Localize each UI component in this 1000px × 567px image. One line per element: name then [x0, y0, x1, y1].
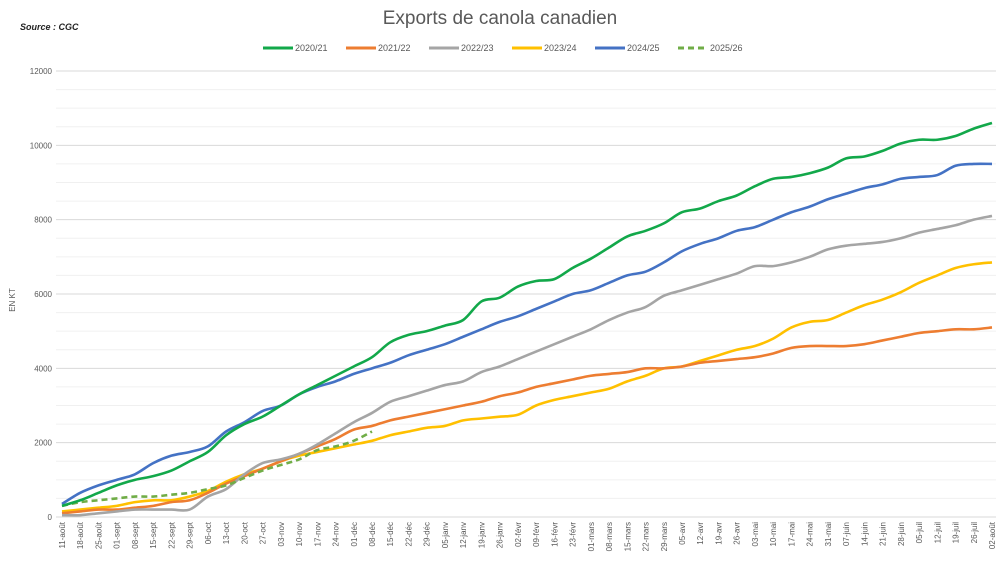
x-tick-label: 05-avr [678, 522, 687, 545]
series-line-2024-25 [61, 162, 993, 506]
x-tick-label: 12-janv [459, 522, 468, 548]
x-tick-label: 24-mai [806, 522, 815, 547]
x-tick-label: 25-août [94, 521, 103, 549]
x-tick-label: 15-mars [623, 522, 632, 551]
y-axis-label: EN KT [8, 288, 17, 312]
x-tick-label: 15-sept [149, 521, 158, 548]
gridlines [56, 70, 996, 518]
x-tick-label: 03-nov [277, 522, 286, 546]
x-tick-label: 14-juin [860, 522, 869, 546]
legend-label: 2023/24 [544, 43, 577, 53]
x-tick-label: 09-févr [532, 522, 541, 547]
x-tick-label: 15-déc [386, 522, 395, 546]
x-tick-label: 28-juin [897, 522, 906, 546]
y-tick-label: 8000 [34, 216, 52, 225]
x-tick-label: 19-avr [714, 522, 723, 545]
x-tick-label: 26-avr [733, 522, 742, 545]
x-tick-label: 02-févr [514, 522, 523, 547]
x-tick-label: 12-juil [933, 522, 942, 544]
x-tick-label: 06-oct [204, 521, 213, 544]
y-tick-label: 12000 [30, 67, 53, 76]
x-tick-label: 31-mai [824, 522, 833, 547]
legend-label: 2024/25 [627, 43, 660, 53]
x-tick-label: 17-nov [313, 522, 322, 546]
x-tick-label: 02-août [988, 521, 997, 549]
x-tick-label: 20-oct [240, 521, 249, 544]
series-line-2022-23 [61, 214, 993, 517]
chart-title: Exports de canola canadien [383, 8, 618, 29]
x-tick-label: 22-mars [642, 522, 651, 551]
x-tick-label: 01-mars [587, 522, 596, 551]
x-tick-label: 08-déc [368, 522, 377, 546]
x-tick-label: 08-sept [131, 521, 140, 548]
legend-label: 2025/26 [710, 43, 743, 53]
x-tick-label: 23-févr [569, 522, 578, 547]
x-tick-label: 19-juil [952, 522, 961, 544]
x-tick-label: 26-juil [970, 522, 979, 544]
x-tick-label: 29-sept [186, 521, 195, 548]
x-tick-label: 13-oct [222, 521, 231, 544]
x-tick-label: 29-mars [660, 522, 669, 551]
x-tick-label: 21-juin [879, 522, 888, 546]
legend-label: 2021/22 [378, 43, 411, 53]
x-axis-ticks: 11-août 18-août 25-août 01-sept 08-sept 15-se… [58, 521, 997, 551]
x-tick-label: 03-mai [751, 522, 760, 547]
y-tick-label: 10000 [30, 141, 53, 150]
x-tick-label: 11-août [58, 521, 67, 548]
y-tick-label: 4000 [34, 364, 52, 373]
x-tick-label: 16-févr [550, 522, 559, 547]
x-tick-label: 12-avr [696, 522, 705, 545]
series-line-2021-22 [61, 326, 993, 515]
x-tick-label: 19-janv [477, 522, 486, 548]
x-tick-label: 08-mars [605, 522, 614, 551]
legend-label: 2020/21 [295, 43, 328, 53]
x-tick-label: 07-juin [842, 522, 851, 546]
series-lines [61, 121, 993, 517]
source-note: Source : CGC [20, 22, 79, 32]
x-tick-label: 27-oct [259, 521, 268, 544]
y-tick-label: 6000 [34, 290, 52, 299]
x-tick-label: 05-janv [441, 522, 450, 548]
series-line-2025-26 [61, 430, 373, 508]
legend: 2020/21 2021/22 2022/23 2023/24 2024/25 2025/… [263, 43, 743, 53]
y-tick-label: 0 [48, 513, 53, 522]
x-tick-label: 17-mai [787, 522, 796, 547]
y-axis-ticks: 0 2000 4000 6000 8000 10000 12000 [30, 67, 53, 522]
x-tick-label: 26-janv [496, 522, 505, 548]
x-tick-label: 10-nov [295, 522, 304, 546]
x-tick-label: 18-août [76, 521, 85, 549]
x-tick-label: 29-déc [423, 522, 432, 546]
x-tick-label: 05-juil [915, 522, 924, 544]
y-tick-label: 2000 [34, 439, 52, 448]
series-line-2020-21 [61, 121, 993, 508]
x-tick-label: 24-nov [332, 522, 341, 546]
x-tick-label: 01-sept [113, 521, 122, 548]
x-tick-label: 22-sept [167, 521, 176, 548]
x-tick-label: 22-déc [404, 522, 413, 546]
x-tick-label: 01-déc [350, 522, 359, 546]
series-line-2023-24 [61, 261, 993, 513]
legend-label: 2022/23 [461, 43, 494, 53]
x-tick-label: 10-mai [769, 522, 778, 547]
